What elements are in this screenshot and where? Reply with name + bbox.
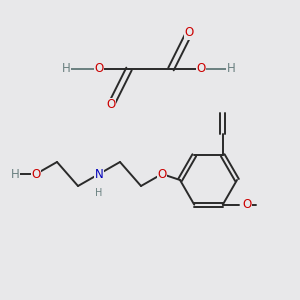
Text: H: H <box>11 167 20 181</box>
Text: O: O <box>94 62 103 76</box>
Text: O: O <box>106 98 116 112</box>
Text: O: O <box>184 26 194 40</box>
Text: O: O <box>196 62 206 76</box>
Text: H: H <box>61 62 70 76</box>
Text: O: O <box>32 167 40 181</box>
Text: H: H <box>95 188 103 199</box>
Text: N: N <box>94 167 103 181</box>
Text: O: O <box>242 198 251 211</box>
Text: H: H <box>226 62 236 76</box>
Text: O: O <box>158 167 166 181</box>
